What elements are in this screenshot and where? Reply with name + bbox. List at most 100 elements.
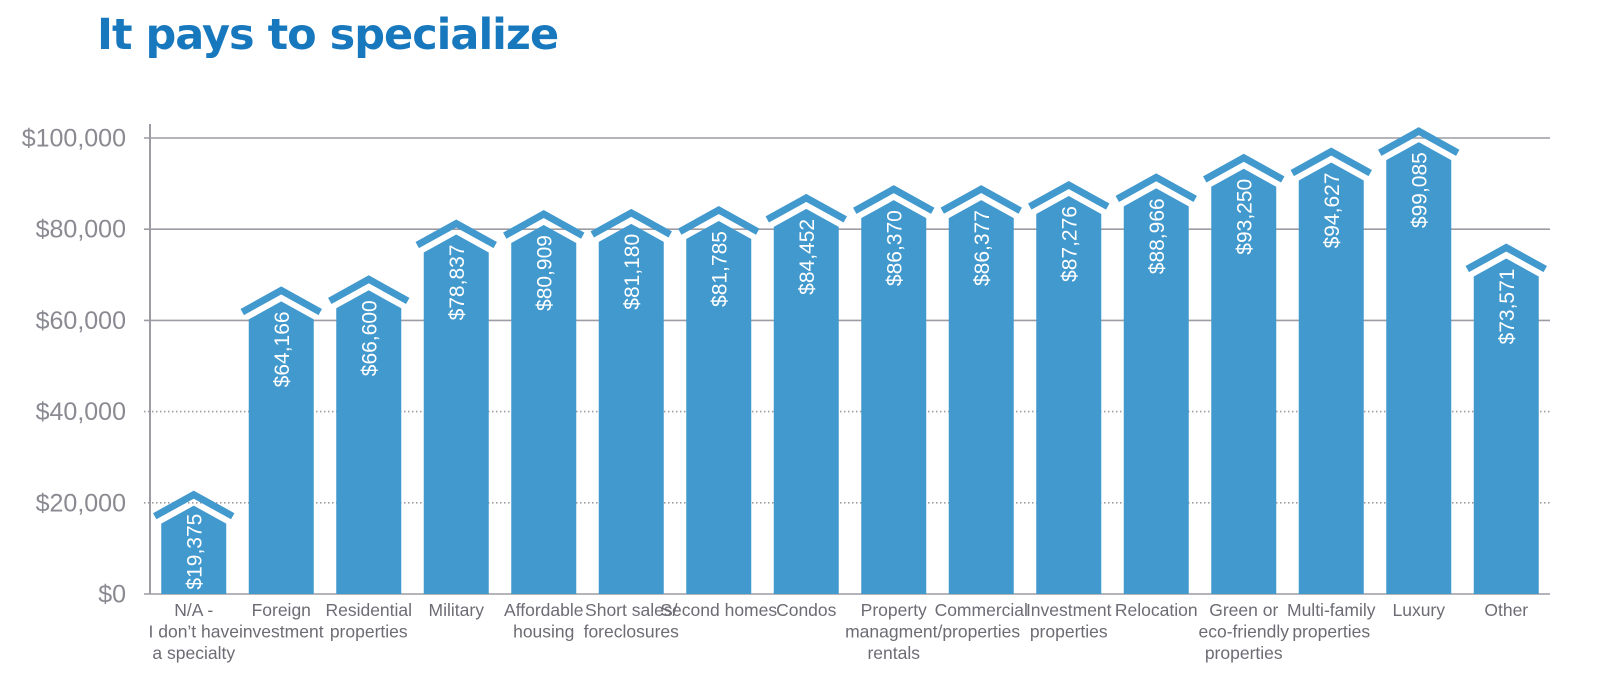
- category-label-line: Multi-family: [1287, 600, 1376, 620]
- category-label: Military: [429, 600, 485, 620]
- bar: [248, 301, 314, 594]
- bar: [1036, 196, 1102, 595]
- category-label-line: investment: [239, 622, 324, 642]
- bar-chevron-icon: [765, 193, 847, 223]
- y-tick-label: $40,000: [36, 398, 126, 426]
- category-label-line: Relocation: [1115, 600, 1198, 620]
- category-label-line: Property: [861, 600, 927, 620]
- bar-chevron-icon: [853, 185, 935, 214]
- bar-chevron-icon: [328, 275, 410, 304]
- category-label-line: properties: [942, 622, 1020, 642]
- y-tick-label: $0: [98, 581, 126, 609]
- y-tick-label: $80,000: [36, 216, 126, 244]
- bar-value-label: $81,785: [708, 231, 731, 307]
- bar-chevron-icon: [1115, 173, 1197, 202]
- y-tick-label: $100,000: [22, 125, 126, 153]
- category-label-line: Luxury: [1392, 600, 1445, 620]
- category-label-line: foreclosures: [584, 622, 680, 642]
- bar-chevron-icon: [940, 185, 1022, 214]
- bar-chevron-icon: [503, 210, 585, 239]
- category-label-line: Other: [1484, 600, 1528, 620]
- category-label: Relocation: [1115, 600, 1198, 620]
- bar-value-label: $81,180: [621, 234, 644, 310]
- y-tick-label: $60,000: [36, 307, 126, 335]
- bar: [1473, 258, 1539, 594]
- bar: [686, 221, 752, 594]
- category-label-line: N/A -: [174, 600, 213, 620]
- bar-value-label: $84,452: [796, 219, 819, 295]
- category-label-line: Green or: [1209, 600, 1278, 620]
- bar-value-label: $73,571: [1496, 269, 1519, 345]
- bar-value-label: $99,085: [1408, 152, 1431, 228]
- bar: [773, 208, 839, 595]
- bar-chevron-icon: [678, 206, 760, 235]
- bar-value-label: $64,166: [271, 311, 294, 387]
- y-tick-label: $20,000: [36, 489, 126, 517]
- category-label: Other: [1484, 600, 1528, 620]
- bar-value-label: $86,370: [883, 210, 906, 286]
- bar-value-label: $66,600: [358, 300, 381, 376]
- category-label-line: Second homes: [660, 600, 777, 620]
- category-label-line: properties: [1292, 622, 1370, 642]
- category-label-line: Foreign: [252, 600, 311, 620]
- bar-value-label: $86,377: [971, 210, 994, 286]
- category-label-line: properties: [1205, 643, 1283, 663]
- bar: [1211, 168, 1277, 594]
- bar: [1386, 142, 1452, 594]
- bar-chevron-icon: [1290, 147, 1372, 177]
- category-label-line: rentals: [867, 643, 920, 663]
- category-label-line: housing: [513, 622, 574, 642]
- bar-value-label: $93,250: [1233, 179, 1256, 255]
- bar-chevron-icon: [590, 208, 672, 238]
- bar: [1298, 162, 1364, 594]
- bar-chevron-icon: [240, 286, 322, 316]
- bar: [161, 505, 227, 594]
- category-label: Luxury: [1392, 600, 1445, 620]
- bar-value-label: $87,276: [1058, 206, 1081, 282]
- category-label-line: Short sales/: [585, 600, 678, 620]
- category-label-line: Residential: [325, 600, 412, 620]
- category-label: Short sales/foreclosures: [584, 600, 680, 642]
- bar-chevron-icon: [1378, 127, 1460, 156]
- bar-chevron-icon: [153, 490, 235, 520]
- bar: [948, 200, 1014, 594]
- bar-value-label: $94,627: [1321, 173, 1344, 249]
- bar: [336, 290, 402, 594]
- category-label-line: eco-friendly: [1199, 622, 1290, 642]
- bar-chevron-icon: [1465, 243, 1547, 273]
- category-label-line: a specialty: [152, 643, 235, 663]
- category-label: Condos: [776, 600, 837, 620]
- category-label-line: Affordable: [504, 600, 583, 620]
- bar: [511, 225, 577, 594]
- category-label: Second homes: [660, 600, 777, 620]
- bar: [861, 200, 927, 594]
- bar: [1123, 188, 1189, 594]
- category-label-line: Commercial: [935, 600, 1028, 620]
- category-label-line: Condos: [776, 600, 837, 620]
- bar: [598, 223, 664, 594]
- bar-value-label: $19,375: [183, 514, 206, 590]
- bar-chevron-icon: [1203, 153, 1285, 183]
- category-label-line: I don’t have: [149, 622, 239, 642]
- category-label-line: properties: [1030, 622, 1108, 642]
- category-label-line: Investment: [1026, 600, 1112, 620]
- bar: [423, 234, 489, 594]
- category-label-line: managment/: [845, 622, 942, 642]
- bar-chevron-icon: [1028, 181, 1110, 210]
- category-label-line: properties: [330, 622, 408, 642]
- bar-chevron-icon: [415, 219, 497, 249]
- category-label-line: Military: [429, 600, 485, 620]
- bar-value-label: $88,966: [1146, 198, 1169, 274]
- bar-value-label: $80,909: [533, 235, 556, 311]
- chart-title: It pays to specialize: [97, 10, 559, 60]
